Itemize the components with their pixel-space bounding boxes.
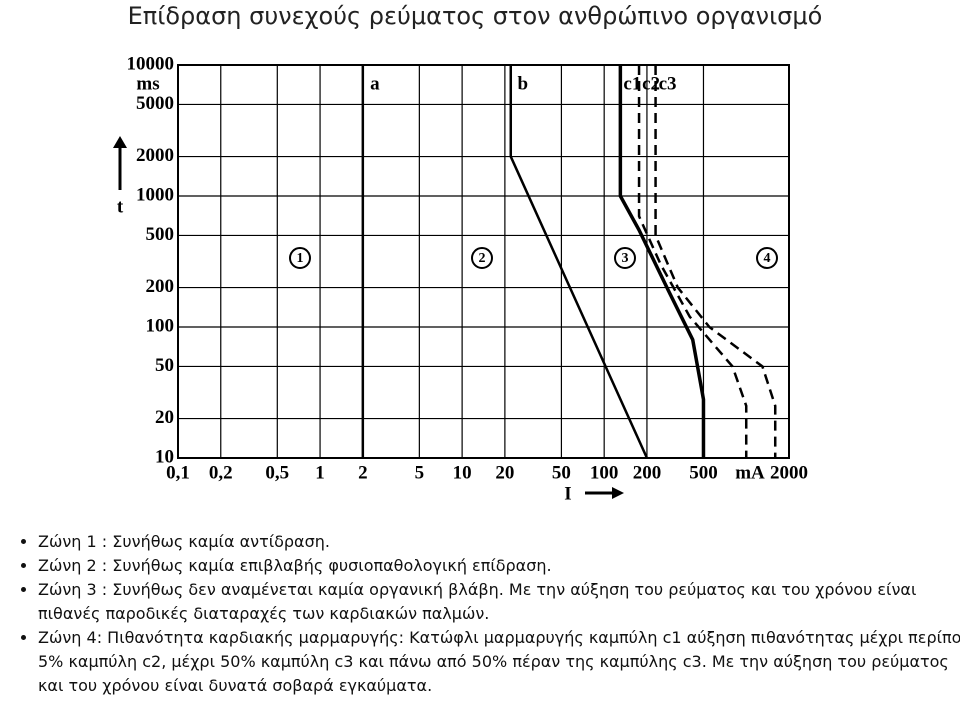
x-tick-label: 5 bbox=[415, 462, 425, 483]
y-tick-label: 500 bbox=[146, 224, 175, 245]
curve-label: b bbox=[517, 73, 528, 94]
curve bbox=[654, 65, 777, 458]
y-tick-label: 10000 bbox=[127, 53, 175, 74]
x-tick-label: 500 bbox=[689, 462, 718, 483]
x-tick-label: 100 bbox=[590, 462, 619, 483]
curve bbox=[618, 65, 706, 458]
zone-circle bbox=[614, 247, 636, 269]
y-unit: ms bbox=[136, 73, 159, 94]
bullet: Ζώνη 1 : Συνήθως καμία αντίδραση. bbox=[38, 530, 960, 554]
zone-label: 4 bbox=[764, 251, 771, 266]
x-tick-label: 200 bbox=[633, 462, 662, 483]
zone-label: 1 bbox=[297, 251, 304, 266]
zone-circle bbox=[289, 247, 311, 269]
slide-title: Επίδραση συνεχούς ρεύματος στον ανθρώπιν… bbox=[127, 2, 823, 30]
bullet: Ζώνη 3 : Συνήθως δεν αναμένεται καμία ορ… bbox=[38, 578, 960, 626]
y-tick-label: 1000 bbox=[136, 184, 174, 205]
x-tick-label: 0,2 bbox=[209, 462, 233, 483]
x-tick-label: 0,5 bbox=[265, 462, 289, 483]
chart: 10 20 50 100 200 500 1000 2000 5000 10000 0,1 0,2 0,… bbox=[113, 53, 808, 504]
bullet-list: Ζώνη 1 : Συνήθως καμία αντίδραση. Ζώνη 2… bbox=[10, 530, 960, 698]
zone-label: 2 bbox=[479, 251, 486, 266]
curve-label: c3 bbox=[659, 73, 677, 94]
bullet: Ζώνη 4: Πιθανότητα καρδιακής μαρμαρυγής:… bbox=[38, 626, 960, 698]
x-tick-label: 2000 bbox=[770, 462, 808, 483]
x-arrowhead bbox=[612, 487, 624, 499]
x-tick-label: 20 bbox=[495, 462, 514, 483]
y-tick-label: 50 bbox=[155, 355, 174, 376]
y-tick-label: 2000 bbox=[136, 145, 174, 166]
zone-circle bbox=[756, 247, 778, 269]
curve-label: c2 bbox=[642, 73, 660, 94]
x-axis-label: I bbox=[564, 483, 571, 504]
curve bbox=[509, 65, 649, 459]
x-tick-label: 0,1 bbox=[166, 462, 190, 483]
curve-label: c1 bbox=[623, 73, 641, 94]
x-tick-label: 10 bbox=[453, 462, 472, 483]
zone-circle bbox=[471, 247, 493, 269]
curve bbox=[637, 65, 748, 458]
y-tick-label: 100 bbox=[146, 315, 175, 336]
x-unit: mA bbox=[735, 462, 765, 483]
x-tick-label: 1 bbox=[315, 462, 325, 483]
y-tick-label: 200 bbox=[146, 276, 175, 297]
bullet: Ζώνη 2 : Συνήθως καμία επιβλαβής φυσιοπα… bbox=[38, 554, 960, 578]
y-tick-label: 10 bbox=[155, 446, 174, 467]
y-arrowhead bbox=[113, 136, 127, 148]
y-tick-label: 20 bbox=[155, 407, 174, 428]
y-tick-label: 5000 bbox=[136, 93, 174, 114]
zone-label: 3 bbox=[622, 251, 629, 266]
y-axis-label: t bbox=[117, 196, 124, 217]
x-tick-label: 50 bbox=[552, 462, 571, 483]
curve-label: a bbox=[370, 73, 380, 94]
x-tick-label: 2 bbox=[358, 462, 368, 483]
